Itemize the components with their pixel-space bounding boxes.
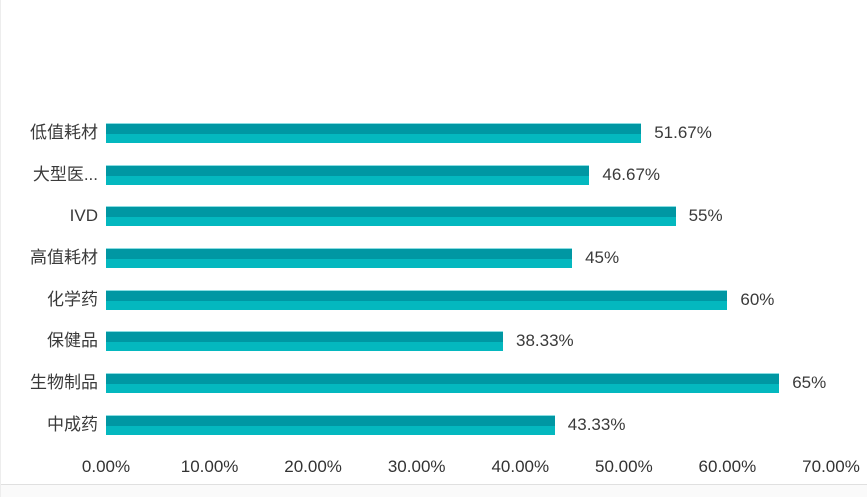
bar[interactable] bbox=[106, 414, 555, 435]
category-label: 中成药 bbox=[47, 414, 98, 434]
x-axis-tick-label: 40.00% bbox=[491, 457, 550, 476]
bar[interactable] bbox=[106, 123, 642, 143]
x-axis-tick-label: 20.00% bbox=[284, 457, 342, 476]
bar[interactable] bbox=[106, 331, 503, 352]
footer-strip bbox=[1, 485, 867, 497]
bar-row: 高值耗材 45% bbox=[1, 248, 867, 268]
bar-row: 大型医... 46.67% bbox=[1, 164, 867, 185]
x-axis-tick-label: 30.00% bbox=[387, 457, 446, 476]
category-label: 高值耗材 bbox=[30, 248, 98, 267]
category-label: 化学药 bbox=[47, 289, 98, 309]
category-label: 低值耗材 bbox=[30, 123, 98, 142]
category-label: 保健品 bbox=[47, 331, 98, 351]
bar[interactable] bbox=[106, 289, 728, 310]
bar[interactable] bbox=[106, 206, 676, 227]
value-label: 45% bbox=[585, 248, 620, 267]
category-label: 生物制品 bbox=[30, 373, 98, 392]
x-axis-tick-label: 10.00% bbox=[180, 457, 239, 476]
bar-row: 生物制品 65% bbox=[1, 373, 867, 393]
bar-row: 保健品 38.33% bbox=[1, 331, 867, 352]
x-axis-tick-label: 50.00% bbox=[595, 457, 653, 476]
x-axis-tick-label: 60.00% bbox=[698, 457, 757, 476]
category-label: IVD bbox=[69, 206, 98, 226]
bottom-divider bbox=[1, 484, 867, 485]
value-label: 46.67% bbox=[602, 164, 661, 184]
bar-row: 低值耗材 51.67% bbox=[1, 123, 867, 143]
bar-row: 化学药 60% bbox=[1, 289, 867, 310]
value-label: 43.33% bbox=[567, 414, 626, 434]
value-label: 38.33% bbox=[516, 331, 574, 351]
value-label: 60% bbox=[740, 289, 775, 309]
x-axis-tick-label: 70.00% bbox=[802, 457, 860, 476]
value-label: 55% bbox=[688, 206, 723, 226]
bar[interactable] bbox=[106, 248, 573, 268]
value-label: 51.67% bbox=[654, 123, 712, 142]
bar-row: 中成药 43.33% bbox=[1, 414, 867, 435]
x-axis-tick-label: 0.00% bbox=[81, 457, 131, 476]
bar-row: IVD 55% bbox=[1, 206, 867, 227]
bar[interactable] bbox=[106, 164, 590, 185]
bar[interactable] bbox=[106, 373, 780, 393]
value-label: 65% bbox=[792, 373, 827, 392]
category-label: 大型医... bbox=[32, 164, 98, 184]
